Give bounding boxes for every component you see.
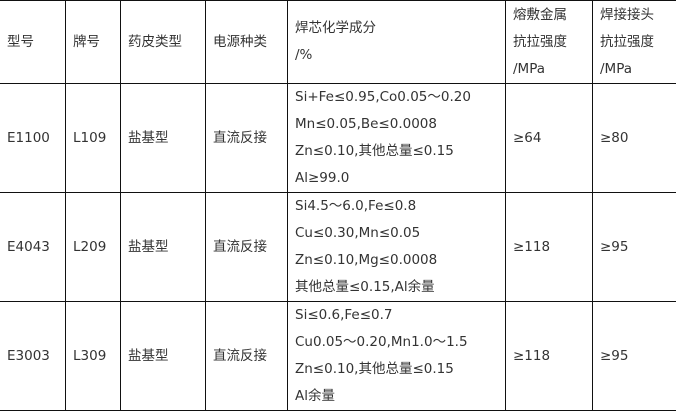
cell-grade: L209 (65, 192, 121, 302)
cell-composition: Si+Fe≤0.95,Co0.05～0.20 Mn≤0.05,Be≤0.0008 Z… (287, 83, 506, 193)
composition-line: Si+Fe≤0.95,Co0.05～0.20 (295, 89, 471, 105)
header-composition: 焊芯化学成分/% (287, 0, 506, 84)
composition-line: Al≥99.0 (295, 170, 350, 186)
cell-composition: Si4.5～6.0,Fe≤0.8 Cu≤0.30,Mn≤0.05 Zn≤0.10,M… (287, 192, 506, 302)
composition-line: Zn≤0.10,其他总量≤0.15 (295, 143, 454, 159)
header-coating: 药皮类型 (120, 0, 206, 84)
cell-coating: 盐基型 (120, 192, 206, 302)
composition-line: Mn≤0.05,Be≤0.0008 (295, 116, 437, 132)
composition-line: Cu0.05～0.20,Mn1.0～1.5 (295, 334, 468, 350)
cell-coating: 盐基型 (120, 83, 206, 193)
composition-line: Si≤0.6,Fe≤0.7 (295, 307, 393, 323)
table-row: E1100 L109 盐基型 直流反接 Si+Fe≤0.95,Co0.05～0.20 Mn… (0, 83, 676, 193)
composition-line: Zn≤0.10,其他总量≤0.15 (295, 361, 454, 377)
cell-deposit-strength: ≥64 (505, 83, 593, 193)
header-joint-strength: 焊接接头 抗拉强度/MPa (592, 0, 676, 84)
header-model: 型号 (0, 0, 66, 84)
cell-joint-strength: ≥80 (592, 83, 676, 193)
cell-power: 直流反接 (205, 83, 288, 193)
header-row: 型号 牌号 药皮类型 电源种类 焊芯化学成分/% 熔敷金属 抗拉强度/MPa 焊接… (0, 0, 676, 84)
cell-model: E1100 (0, 83, 66, 193)
table-row: E4043 L209 盐基型 直流反接 Si4.5～6.0,Fe≤0.8 Cu≤0.30,… (0, 192, 676, 302)
composition-line: Si4.5～6.0,Fe≤0.8 (295, 198, 417, 214)
cell-model: E3003 (0, 301, 66, 411)
cell-joint-strength: ≥95 (592, 192, 676, 302)
header-deposit-strength: 熔敷金属 抗拉强度/MPa (505, 0, 593, 84)
header-grade: 牌号 (65, 0, 121, 84)
cell-power: 直流反接 (205, 301, 288, 411)
cell-deposit-strength: ≥118 (505, 301, 593, 411)
cell-deposit-strength: ≥118 (505, 192, 593, 302)
cell-model: E4043 (0, 192, 66, 302)
cell-grade: L309 (65, 301, 121, 411)
cell-joint-strength: ≥95 (592, 301, 676, 411)
table-row: E3003 L309 盐基型 直流反接 Si≤0.6,Fe≤0.7 Cu0.05～0.20… (0, 301, 676, 411)
cell-grade: L109 (65, 83, 121, 193)
composition-line: Zn≤0.10,Mg≤0.0008 (295, 252, 438, 268)
composition-line: Al余量 (295, 388, 335, 404)
cell-coating: 盐基型 (120, 301, 206, 411)
composition-line: 其他总量≤0.15,Al余量 (295, 279, 435, 295)
composition-line: Cu≤0.30,Mn≤0.05 (295, 225, 421, 241)
cell-composition: Si≤0.6,Fe≤0.7 Cu0.05～0.20,Mn1.0～1.5 Zn≤0.1… (287, 301, 506, 411)
cell-power: 直流反接 (205, 192, 288, 302)
header-power: 电源种类 (205, 0, 288, 84)
